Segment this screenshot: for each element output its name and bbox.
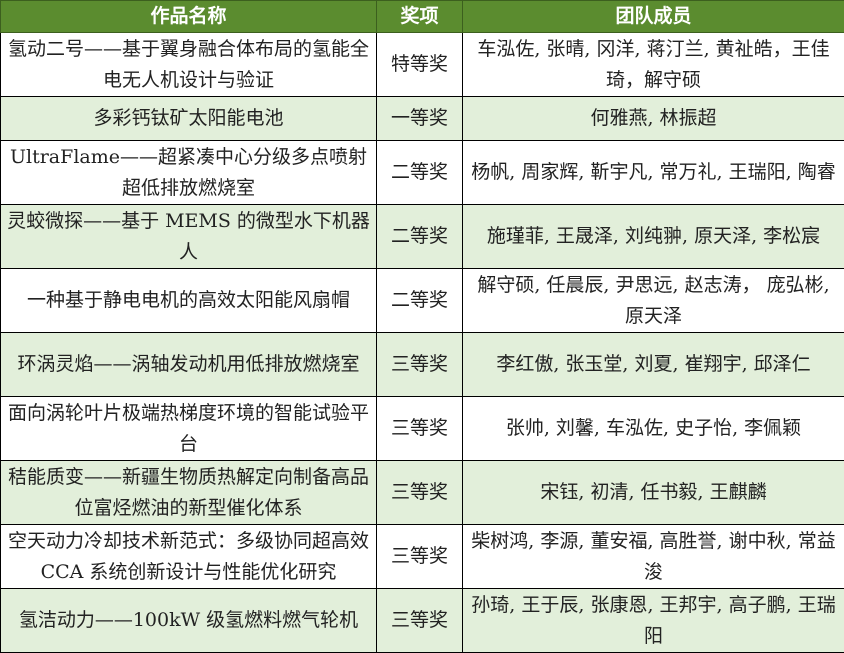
members: 柴树鸿, 李源, 董安福, 高胜誉, 谢中秋, 常益浚 [463, 525, 844, 589]
members: 车泓佐, 张晴, 冈洋, 蒋汀兰, 黄祉皓，王佳琦，解守硕 [463, 33, 844, 97]
table-row: UltraFlame——超紧凑中心分级多点喷射超低排放燃烧室 二等奖 杨帆, 周… [1, 141, 844, 205]
table-row: 环涡灵焰——涡轴发动机用低排放燃烧室 三等奖 李红傲, 张玉堂, 刘夏, 崔翔宇… [1, 333, 844, 397]
members: 孙琦, 王于辰, 张康恩, 王邦宇, 高子鹏, 王瑞阳 [463, 589, 844, 653]
table-row: 一种基于静电电机的高效太阳能风扇帽 二等奖 解守硕, 任晨辰, 尹思远, 赵志涛… [1, 269, 844, 333]
award: 一等奖 [377, 97, 463, 141]
members: 李红傲, 张玉堂, 刘夏, 崔翔宇, 邱泽仁 [463, 333, 844, 397]
project-name: 氢洁动力——100kW 级氢燃料燃气轮机 [1, 589, 377, 653]
project-name: UltraFlame——超紧凑中心分级多点喷射超低排放燃烧室 [1, 141, 377, 205]
header-name: 作品名称 [1, 1, 377, 33]
project-name: 秸能质变——新疆生物质热解定向制备高品位富烃燃油的新型催化体系 [1, 461, 377, 525]
members: 何雅燕, 林振超 [463, 97, 844, 141]
table-row: 氢洁动力——100kW 级氢燃料燃气轮机 三等奖 孙琦, 王于辰, 张康恩, 王… [1, 589, 844, 653]
award: 三等奖 [377, 333, 463, 397]
members: 解守硕, 任晨辰, 尹思远, 赵志涛， 庞弘彬, 原天泽 [463, 269, 844, 333]
members: 杨帆, 周家辉, 靳宇凡, 常万礼, 王瑞阳, 陶睿 [463, 141, 844, 205]
award: 特等奖 [377, 33, 463, 97]
project-name: 空天动力冷却技术新范式：多级协同超高效 CCA 系统创新设计与性能优化研究 [1, 525, 377, 589]
award: 三等奖 [377, 461, 463, 525]
award: 二等奖 [377, 205, 463, 269]
award: 三等奖 [377, 589, 463, 653]
members: 张帅, 刘馨, 车泓佐, 史子怡, 李佩颖 [463, 397, 844, 461]
award: 三等奖 [377, 525, 463, 589]
table-row: 氢动二号——基于翼身融合体布局的氢能全电无人机设计与验证 特等奖 车泓佐, 张晴… [1, 33, 844, 97]
project-name: 多彩钙钛矿太阳能电池 [1, 97, 377, 141]
header-members: 团队成员 [463, 1, 844, 33]
project-name: 灵蛟微探——基于 MEMS 的微型水下机器人 [1, 205, 377, 269]
table-row: 面向涡轮叶片极端热梯度环境的智能试验平台 三等奖 张帅, 刘馨, 车泓佐, 史子… [1, 397, 844, 461]
table-header: 作品名称 奖项 团队成员 [1, 1, 844, 33]
project-name: 一种基于静电电机的高效太阳能风扇帽 [1, 269, 377, 333]
award: 二等奖 [377, 269, 463, 333]
table-row: 灵蛟微探——基于 MEMS 的微型水下机器人 二等奖 施瑾菲, 王晟泽, 刘纯翀… [1, 205, 844, 269]
project-name: 环涡灵焰——涡轴发动机用低排放燃烧室 [1, 333, 377, 397]
project-name: 面向涡轮叶片极端热梯度环境的智能试验平台 [1, 397, 377, 461]
table-row: 空天动力冷却技术新范式：多级协同超高效 CCA 系统创新设计与性能优化研究 三等… [1, 525, 844, 589]
table-row: 多彩钙钛矿太阳能电池 一等奖 何雅燕, 林振超 [1, 97, 844, 141]
members: 宋钰, 初清, 任书毅, 王麒麟 [463, 461, 844, 525]
award: 二等奖 [377, 141, 463, 205]
header-award: 奖项 [377, 1, 463, 33]
members: 施瑾菲, 王晟泽, 刘纯翀, 原天泽, 李松宸 [463, 205, 844, 269]
project-name: 氢动二号——基于翼身融合体布局的氢能全电无人机设计与验证 [1, 33, 377, 97]
award: 三等奖 [377, 397, 463, 461]
table-row: 秸能质变——新疆生物质热解定向制备高品位富烃燃油的新型催化体系 三等奖 宋钰, … [1, 461, 844, 525]
